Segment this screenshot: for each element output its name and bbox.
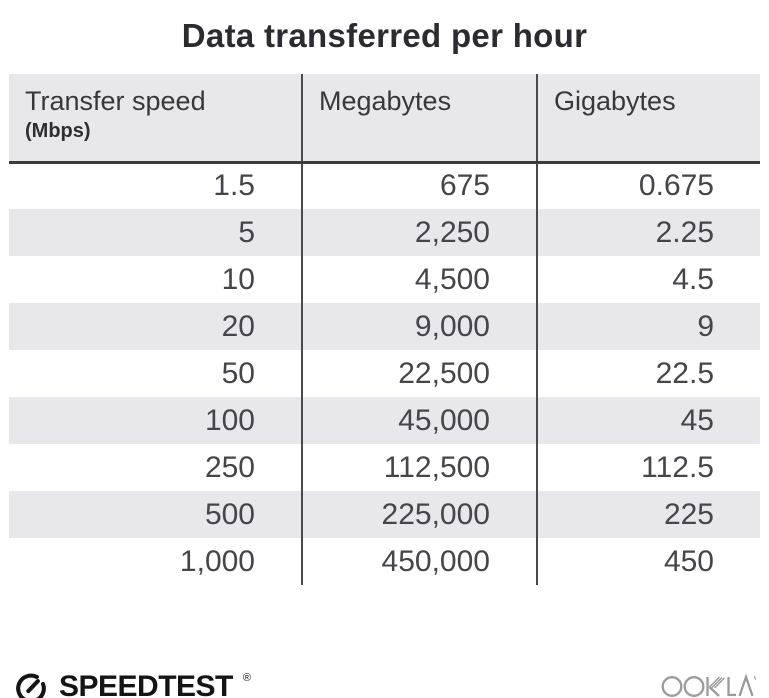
cell-speed: 1,000 xyxy=(9,538,302,585)
cell-speed: 50 xyxy=(9,350,302,397)
registered-trademark-icon: ® xyxy=(242,672,251,684)
cell-speed: 250 xyxy=(9,444,302,491)
table-row: 1,000 450,000 450 xyxy=(9,538,760,585)
cell-gigabytes: 225 xyxy=(536,491,760,538)
speedtest-gauge-icon xyxy=(16,673,46,698)
cell-gigabytes: 22.5 xyxy=(536,350,760,397)
cell-megabytes: 9,000 xyxy=(301,303,537,350)
cell-speed: 10 xyxy=(9,256,302,303)
cell-megabytes: 45,000 xyxy=(301,397,537,444)
cell-gigabytes: 0.675 xyxy=(536,162,760,209)
table-row: 500 225,000 225 xyxy=(9,491,760,538)
table-row: 100 45,000 45 xyxy=(9,397,760,444)
table-header: Transfer speed (Mbps) Megabytes Gigabyte… xyxy=(9,74,760,164)
page-title: Data transferred per hour xyxy=(181,17,588,54)
cell-megabytes: 22,500 xyxy=(301,350,537,397)
cell-speed: 1.5 xyxy=(9,162,302,209)
header-megabytes-label: Megabytes xyxy=(319,86,452,116)
cell-speed: 100 xyxy=(9,397,302,444)
table-row: 50 22,500 22.5 xyxy=(9,350,760,397)
ookla-logo xyxy=(661,673,757,697)
header-transfer-speed-label: Transfer speed xyxy=(25,86,206,116)
cell-gigabytes: 2.25 xyxy=(536,209,760,256)
cell-megabytes: 4,500 xyxy=(301,256,537,303)
speedtest-logo: SPEEDTEST ® xyxy=(12,668,251,698)
table-row: 1.5 675 0.675 xyxy=(9,162,760,209)
header-row: Transfer speed (Mbps) Megabytes Gigabyte… xyxy=(9,74,760,164)
cell-gigabytes: 45 xyxy=(536,397,760,444)
header-megabytes: Megabytes xyxy=(301,74,537,164)
header-mbps-unit-label: (Mbps) xyxy=(25,120,91,142)
cell-megabytes: 225,000 xyxy=(301,491,537,538)
cell-speed: 20 xyxy=(9,303,302,350)
cell-gigabytes: 112.5 xyxy=(536,444,760,491)
cell-gigabytes: 450 xyxy=(536,538,760,585)
table-row: 20 9,000 9 xyxy=(9,303,760,350)
header-gigabytes: Gigabytes xyxy=(536,74,760,164)
cell-speed: 500 xyxy=(9,491,302,538)
header-gigabytes-label: Gigabytes xyxy=(554,86,676,116)
header-transfer-speed: Transfer speed (Mbps) xyxy=(9,74,302,164)
cell-megabytes: 112,500 xyxy=(301,444,537,491)
cell-gigabytes: 4.5 xyxy=(536,256,760,303)
footer: SPEEDTEST ® xyxy=(12,664,757,698)
table-row: 5 2,250 2.25 xyxy=(9,209,760,256)
infographic-page: Data transferred per hour Transfer speed… xyxy=(0,16,769,698)
cell-gigabytes: 9 xyxy=(536,303,760,350)
cell-megabytes: 2,250 xyxy=(301,209,537,256)
cell-megabytes: 675 xyxy=(301,162,537,209)
table-row: 10 4,500 4.5 xyxy=(9,256,760,303)
cell-megabytes: 450,000 xyxy=(301,538,537,585)
cell-speed: 5 xyxy=(9,209,302,256)
table-row: 250 112,500 112.5 xyxy=(9,444,760,491)
speedtest-wordmark: SPEEDTEST xyxy=(59,670,233,698)
data-table: Transfer speed (Mbps) Megabytes Gigabyte… xyxy=(9,74,760,585)
table-body: 1.5 675 0.675 5 2,250 2.25 10 4,500 4.5 … xyxy=(9,162,760,585)
